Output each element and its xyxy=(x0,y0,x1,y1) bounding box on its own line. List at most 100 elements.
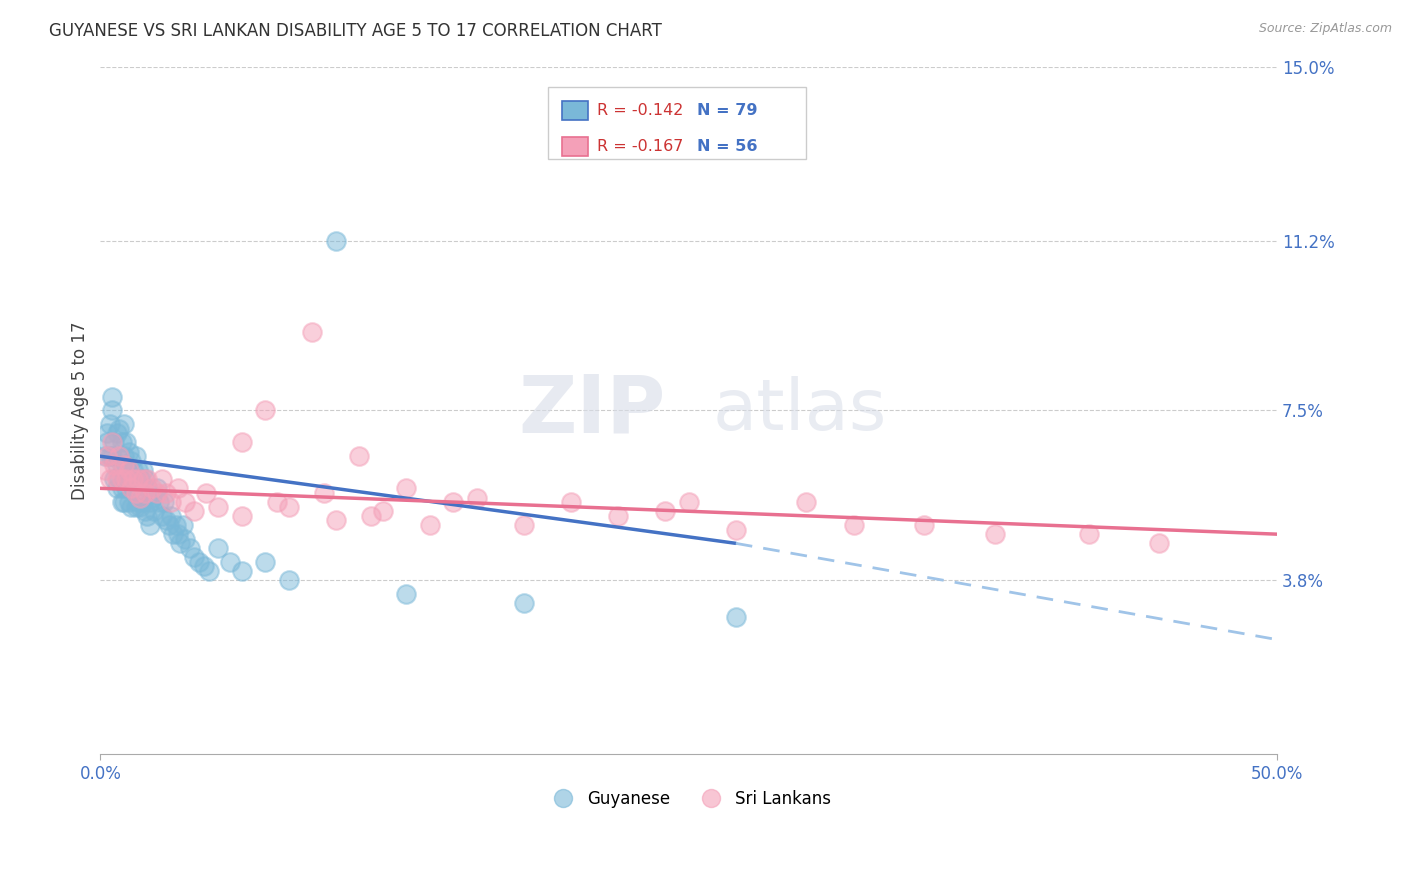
Guyanese xyxy=(105,481,128,495)
Sri Lankans xyxy=(108,449,131,463)
Guyanese xyxy=(120,472,142,486)
Guyanese xyxy=(110,495,132,509)
Guyanese xyxy=(112,472,135,486)
Sri Lankans xyxy=(513,518,536,533)
Guyanese xyxy=(157,518,180,533)
Guyanese xyxy=(101,390,124,404)
FancyBboxPatch shape xyxy=(561,136,588,156)
Guyanese xyxy=(127,463,149,477)
Guyanese xyxy=(101,449,124,463)
Sri Lankans xyxy=(266,495,288,509)
Sri Lankans xyxy=(1149,536,1171,550)
Sri Lankans xyxy=(207,500,229,514)
Guyanese xyxy=(120,500,142,514)
Guyanese xyxy=(108,449,131,463)
Guyanese xyxy=(94,449,117,463)
Guyanese xyxy=(139,495,162,509)
Guyanese xyxy=(117,444,139,458)
Guyanese xyxy=(122,481,145,495)
Sri Lankans xyxy=(983,527,1005,541)
Guyanese xyxy=(148,495,170,509)
Sri Lankans xyxy=(312,486,335,500)
Guyanese xyxy=(129,472,152,486)
Guyanese xyxy=(112,449,135,463)
Sri Lankans xyxy=(724,523,747,537)
Guyanese xyxy=(96,435,118,450)
Guyanese xyxy=(101,403,124,417)
Guyanese xyxy=(110,458,132,473)
Text: R = -0.167: R = -0.167 xyxy=(598,139,683,154)
Text: atlas: atlas xyxy=(713,376,887,445)
Guyanese xyxy=(218,555,240,569)
Sri Lankans xyxy=(146,486,169,500)
Guyanese xyxy=(110,481,132,495)
Guyanese xyxy=(325,234,347,248)
Sri Lankans xyxy=(231,508,253,523)
Guyanese xyxy=(120,454,142,468)
Sri Lankans xyxy=(349,449,371,463)
Guyanese xyxy=(112,417,135,432)
Guyanese xyxy=(124,472,146,486)
Guyanese xyxy=(127,495,149,509)
Sri Lankans xyxy=(360,508,382,523)
Sri Lankans xyxy=(134,486,156,500)
Guyanese xyxy=(146,481,169,495)
Guyanese xyxy=(117,472,139,486)
Guyanese xyxy=(105,458,128,473)
Guyanese xyxy=(162,527,184,541)
Guyanese xyxy=(153,495,176,509)
Guyanese xyxy=(129,500,152,514)
Guyanese xyxy=(193,559,215,574)
Sri Lankans xyxy=(117,463,139,477)
Sri Lankans xyxy=(560,495,582,509)
Sri Lankans xyxy=(110,472,132,486)
Sri Lankans xyxy=(160,495,183,509)
Guyanese xyxy=(98,417,121,432)
Guyanese xyxy=(98,449,121,463)
Text: ZIP: ZIP xyxy=(517,371,665,450)
Sri Lankans xyxy=(678,495,700,509)
Sri Lankans xyxy=(441,495,464,509)
Guyanese xyxy=(103,435,125,450)
Guyanese xyxy=(231,564,253,578)
Guyanese xyxy=(117,495,139,509)
Sri Lankans xyxy=(654,504,676,518)
Sri Lankans xyxy=(124,486,146,500)
Guyanese xyxy=(179,541,201,555)
Guyanese xyxy=(132,495,155,509)
Guyanese xyxy=(108,472,131,486)
Sri Lankans xyxy=(842,518,865,533)
Guyanese xyxy=(150,508,173,523)
Guyanese xyxy=(124,449,146,463)
Sri Lankans xyxy=(150,472,173,486)
Sri Lankans xyxy=(183,504,205,518)
Guyanese xyxy=(108,422,131,436)
Sri Lankans xyxy=(101,435,124,450)
Sri Lankans xyxy=(105,472,128,486)
Sri Lankans xyxy=(115,472,138,486)
Guyanese xyxy=(167,527,190,541)
Guyanese xyxy=(172,518,194,533)
Sri Lankans xyxy=(120,481,142,495)
Text: N = 56: N = 56 xyxy=(697,139,758,154)
Sri Lankans xyxy=(1077,527,1099,541)
Guyanese xyxy=(165,518,187,533)
Sri Lankans xyxy=(122,472,145,486)
Sri Lankans xyxy=(112,458,135,473)
Guyanese xyxy=(124,500,146,514)
Guyanese xyxy=(139,518,162,533)
Sri Lankans xyxy=(301,326,323,340)
Guyanese xyxy=(115,435,138,450)
Guyanese xyxy=(136,508,159,523)
Guyanese xyxy=(110,435,132,450)
Guyanese xyxy=(122,463,145,477)
Sri Lankans xyxy=(155,486,177,500)
Sri Lankans xyxy=(129,491,152,505)
Text: Source: ZipAtlas.com: Source: ZipAtlas.com xyxy=(1258,22,1392,36)
Sri Lankans xyxy=(174,495,197,509)
FancyBboxPatch shape xyxy=(547,87,807,160)
Sri Lankans xyxy=(103,458,125,473)
Sri Lankans xyxy=(254,403,277,417)
Guyanese xyxy=(197,564,219,578)
Guyanese xyxy=(188,555,211,569)
